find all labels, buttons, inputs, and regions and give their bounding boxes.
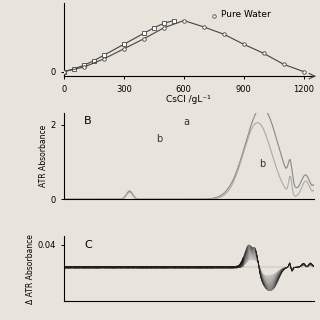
- Text: B: B: [84, 116, 92, 126]
- Text: Pure Water: Pure Water: [221, 10, 271, 19]
- Text: b: b: [259, 159, 265, 169]
- Text: C: C: [84, 240, 92, 250]
- Text: b: b: [156, 134, 163, 144]
- Text: a: a: [184, 116, 190, 126]
- Y-axis label: Δ ATR Absorbance: Δ ATR Absorbance: [26, 234, 35, 304]
- Y-axis label: ATR Absorbance: ATR Absorbance: [39, 125, 48, 188]
- X-axis label: CsCl /gL⁻¹: CsCl /gL⁻¹: [166, 95, 211, 104]
